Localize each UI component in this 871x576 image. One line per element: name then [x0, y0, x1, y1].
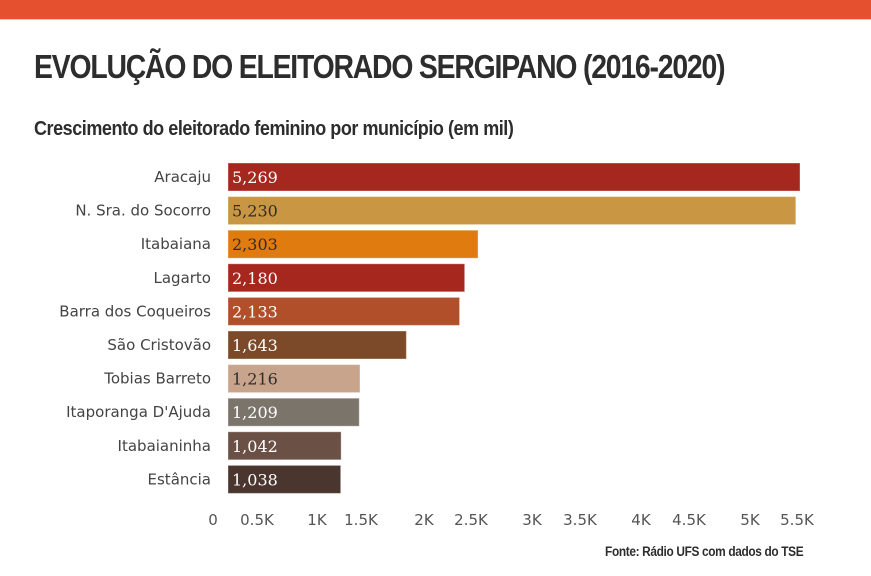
- category-label: São Cristovão: [107, 336, 211, 354]
- x-tick-label: 3K: [522, 511, 543, 529]
- x-tick-label: 0: [208, 511, 218, 529]
- data-label: 1,216: [232, 370, 278, 389]
- bar: [227, 364, 361, 394]
- bar-row: Aracaju 5,269: [154, 162, 801, 192]
- x-tick-label: 4K: [631, 511, 652, 529]
- data-label: 2,133: [232, 302, 278, 321]
- category-label: Itabaianinha: [118, 437, 211, 455]
- bar: [227, 397, 360, 427]
- bar: [227, 196, 797, 226]
- x-axis-ticks: 0 0.5K 1K 1.5K 2K 2.5K 3K 3.5K 4K 4.5K 5K 5.5K: [208, 511, 815, 529]
- data-label: 5,230: [232, 202, 278, 221]
- category-label: Lagarto: [154, 269, 212, 287]
- top-accent-bar: [0, 0, 871, 19]
- x-tick-label: 4.5K: [672, 511, 707, 529]
- bar-row: Itabaiana 2,303: [141, 229, 479, 259]
- bars-group: Aracaju 5,269 N. Sra. do Socorro 5,230 Itaba…: [59, 162, 801, 494]
- data-label: 1,209: [232, 403, 278, 422]
- bar: [227, 263, 466, 293]
- data-label: 1,042: [232, 437, 278, 456]
- category-label: Tobias Barreto: [103, 370, 211, 388]
- bar-row: N. Sra. do Socorro 5,230: [75, 196, 797, 226]
- category-label: Estância: [148, 470, 211, 488]
- x-tick-label: 2.5K: [454, 511, 489, 529]
- data-label: 1,643: [232, 336, 278, 355]
- data-label: 5,269: [232, 168, 278, 187]
- bar: [227, 162, 801, 192]
- bar: [227, 330, 407, 360]
- x-tick-label: 5.5K: [780, 511, 815, 529]
- x-tick-label: 1.5K: [344, 511, 379, 529]
- bar-row: Lagarto 2,180: [154, 263, 466, 293]
- category-label: Aracaju: [154, 168, 211, 186]
- bar-chart: Aracaju 5,269 N. Sra. do Socorro 5,230 Itaba…: [59, 162, 815, 529]
- category-label: N. Sra. do Socorro: [75, 202, 211, 220]
- bar: [227, 431, 342, 461]
- chart-subtitle: Crescimento do eleitorado feminino por m…: [34, 118, 514, 140]
- x-tick-label: 5K: [740, 511, 761, 529]
- bar-row: Itaporanga D'Ajuda 1,209: [66, 397, 360, 427]
- category-label: Itaporanga D'Ajuda: [66, 403, 211, 421]
- bar-row: Tobias Barreto 1,216: [103, 364, 361, 394]
- data-label: 2,180: [232, 269, 278, 288]
- x-tick-label: 0.5K: [240, 511, 275, 529]
- bar-row: Estância 1,038: [148, 464, 342, 494]
- x-tick-label: 3.5K: [563, 511, 598, 529]
- bar: [227, 296, 461, 326]
- bar-row: Itabaianinha 1,042: [118, 431, 342, 461]
- bar-row: São Cristovão 1,643: [107, 330, 407, 360]
- bar-row: Barra dos Coqueiros 2,133: [59, 296, 461, 326]
- data-label: 2,303: [232, 235, 278, 254]
- page-title: EVOLUÇÃO DO ELEITORADO SERGIPANO (2016-2…: [34, 48, 726, 85]
- top-accent-line: [0, 19, 871, 20]
- bar: [227, 464, 342, 494]
- x-tick-label: 2K: [414, 511, 435, 529]
- source-note: Fonte: Rádio UFS com dados do TSE: [604, 544, 804, 559]
- x-tick-label: 1K: [307, 511, 328, 529]
- category-label: Itabaiana: [141, 235, 211, 253]
- category-label: Barra dos Coqueiros: [59, 302, 211, 320]
- data-label: 1,038: [232, 470, 278, 489]
- bar: [227, 229, 479, 259]
